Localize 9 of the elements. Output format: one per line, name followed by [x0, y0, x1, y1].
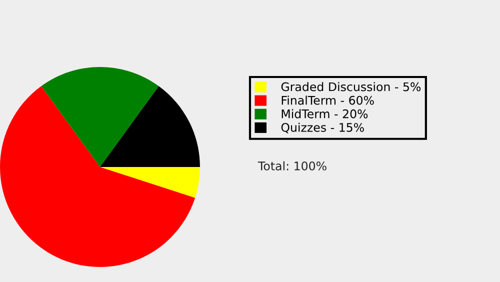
legend-label: FinalTerm - 60% [282, 96, 374, 105]
pie-slice [0, 86, 196, 267]
pie-slice [100, 86, 200, 167]
pie-slice [41, 67, 159, 167]
legend-label: Quizzes - 15% [281, 122, 364, 134]
pie-slice [100, 167, 200, 198]
legend-label: MidTerm - 20% [282, 109, 368, 118]
text: Total: 100% [258, 161, 326, 170]
legend-label: Graded Discussion - 5% [281, 82, 421, 92]
